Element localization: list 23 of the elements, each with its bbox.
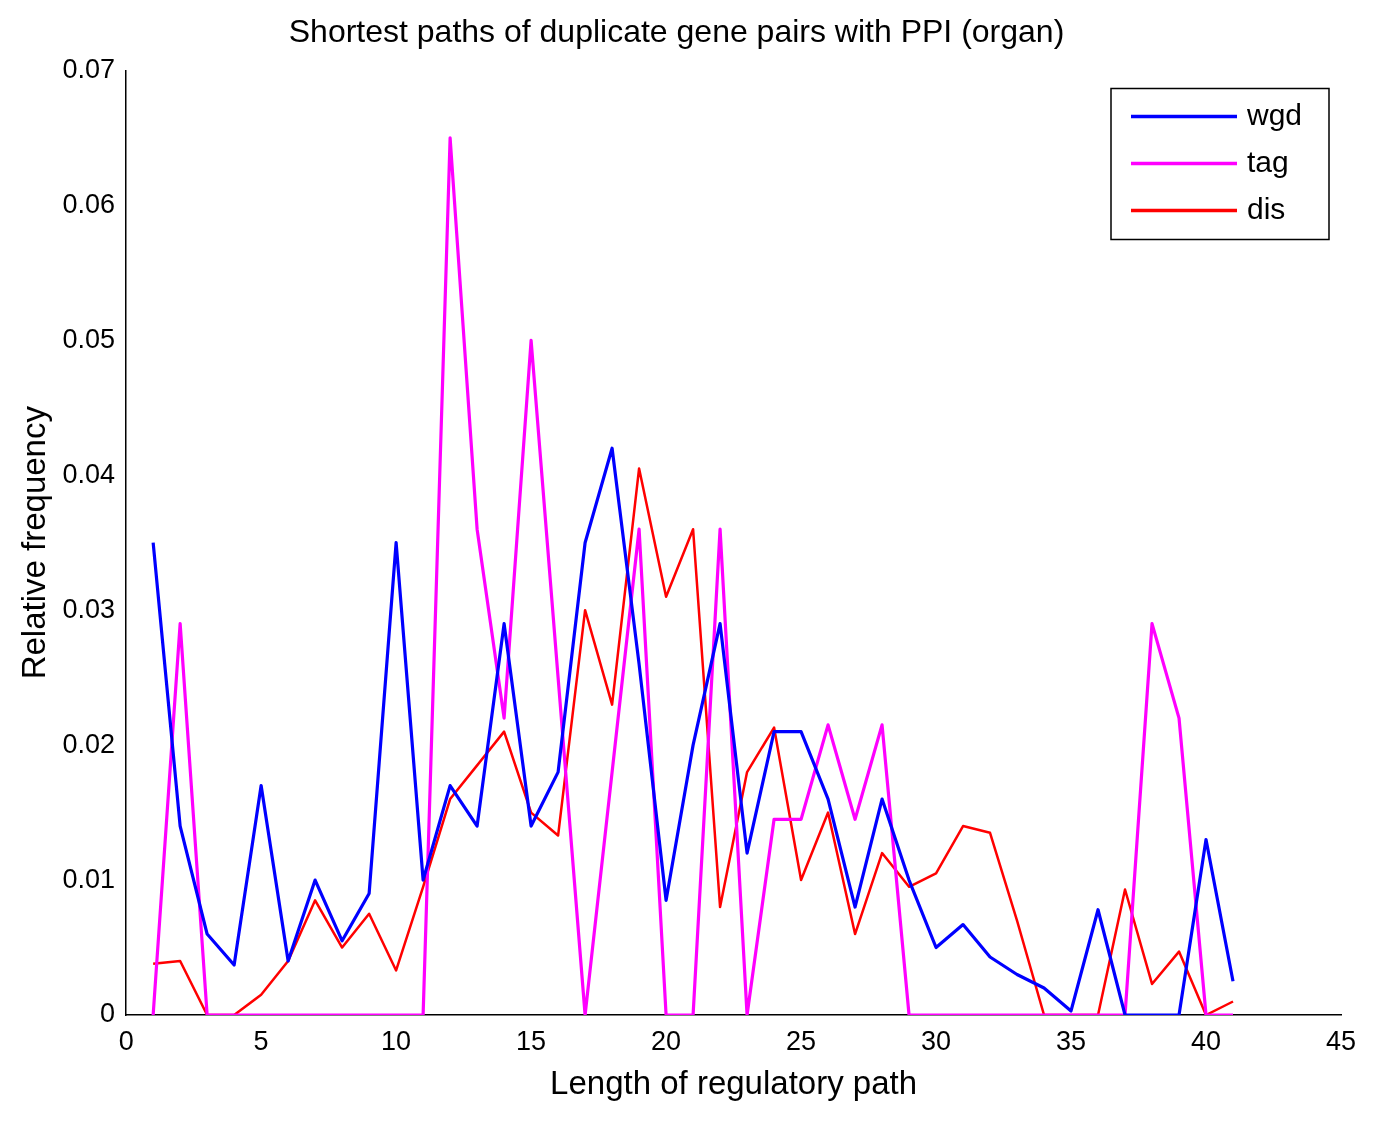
x-tick-label: 45: [1325, 1025, 1357, 1056]
y-tick-label: 0.01: [62, 863, 116, 894]
y-tick-label: 0.05: [62, 323, 116, 354]
y-tick-label: 0.07: [62, 53, 116, 84]
y-tick-label: 0.06: [62, 188, 116, 219]
x-tick-label: 5: [253, 1025, 269, 1056]
x-tick-label: 15: [516, 1025, 547, 1056]
x-axis-title: Length of regulatory path: [550, 1064, 918, 1102]
y-axis-title: Relative frequency: [14, 405, 52, 680]
chart-title: Shortest paths of duplicate gene pairs with PPI (organ): [288, 13, 1065, 50]
legend-label: dis: [1247, 191, 1286, 225]
x-tick-label: 20: [651, 1025, 682, 1056]
y-tick-label: 0.03: [62, 593, 116, 624]
x-tick-label: 35: [1056, 1025, 1087, 1056]
y-tick-label: 0: [100, 998, 116, 1029]
legend-label: wgd: [1246, 97, 1303, 131]
legend-label: tag: [1247, 144, 1289, 178]
x-tick-label: 30: [921, 1025, 952, 1056]
x-tick-label: 40: [1190, 1025, 1222, 1056]
x-tick-label: 10: [381, 1025, 412, 1056]
y-tick-label: 0.02: [62, 728, 116, 759]
x-tick-label: 25: [786, 1025, 817, 1056]
y-tick-label: 0.04: [62, 458, 116, 489]
